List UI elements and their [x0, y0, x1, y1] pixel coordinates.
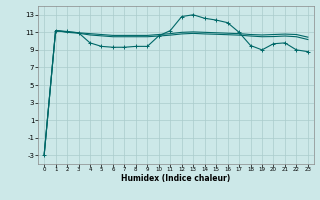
X-axis label: Humidex (Indice chaleur): Humidex (Indice chaleur) — [121, 174, 231, 183]
